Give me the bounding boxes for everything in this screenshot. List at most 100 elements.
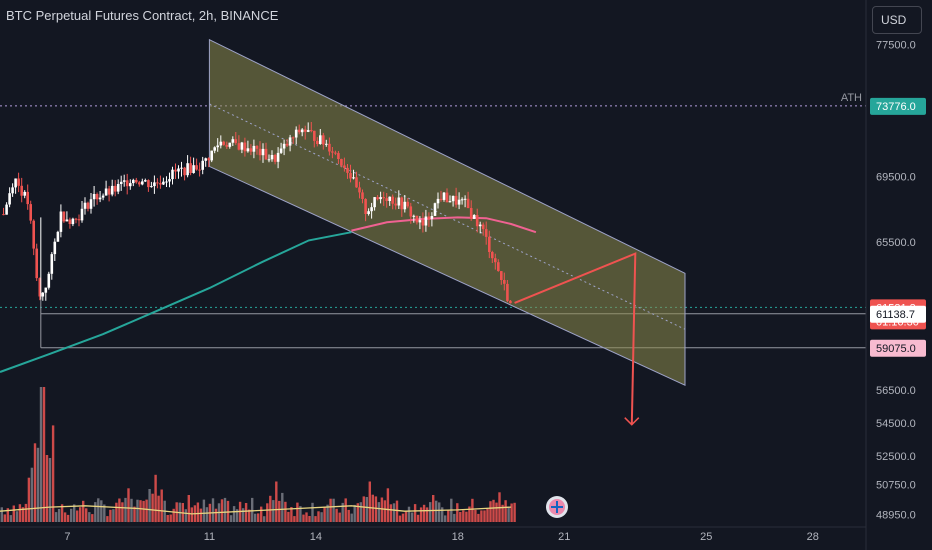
candle-body bbox=[159, 183, 162, 185]
candle-body bbox=[23, 191, 26, 196]
volume-bar bbox=[24, 503, 28, 522]
chart-title: BTC Perpetual Futures Contract, 2h, BINA… bbox=[6, 8, 279, 23]
volume-bar bbox=[344, 498, 347, 522]
volume-bar bbox=[501, 504, 504, 522]
candle-body bbox=[35, 248, 38, 279]
candle-body bbox=[47, 273, 51, 288]
volume-bar bbox=[187, 495, 190, 522]
volume-bar bbox=[398, 515, 402, 522]
volume-bar bbox=[495, 502, 498, 522]
volume-bar bbox=[145, 499, 148, 522]
volume-bar bbox=[374, 496, 378, 522]
volume-bar bbox=[248, 509, 251, 522]
volume-bar bbox=[70, 508, 73, 522]
volume-bar bbox=[21, 507, 25, 522]
volume-bar bbox=[130, 498, 133, 522]
candle-body bbox=[11, 187, 14, 194]
candle-body bbox=[150, 186, 153, 188]
candle-body bbox=[427, 216, 431, 219]
volume-bar bbox=[85, 508, 88, 522]
time-tick-label: 7 bbox=[64, 531, 70, 543]
volume-bar bbox=[338, 512, 341, 522]
candle-body bbox=[382, 197, 385, 199]
volume-bar bbox=[311, 502, 314, 522]
time-tick-label: 25 bbox=[700, 531, 712, 543]
candle-body bbox=[412, 215, 416, 217]
volume-bar bbox=[36, 447, 40, 523]
candle-body bbox=[56, 231, 60, 242]
candle-body bbox=[2, 214, 5, 216]
candle-body bbox=[71, 218, 75, 225]
candle-body bbox=[246, 148, 250, 152]
candle-body bbox=[165, 181, 168, 183]
candle-body bbox=[44, 287, 48, 293]
candle-body bbox=[276, 152, 280, 162]
candle-body bbox=[424, 216, 428, 226]
volume-bar bbox=[257, 513, 260, 522]
volume-bar bbox=[48, 458, 52, 522]
tradingview-logo-icon[interactable] bbox=[546, 496, 568, 518]
candle-body bbox=[122, 180, 126, 182]
candle-body bbox=[403, 201, 407, 210]
candle-body bbox=[240, 142, 244, 150]
down-arrow-icon bbox=[624, 417, 640, 426]
descending-channel[interactable] bbox=[208, 38, 686, 386]
volume-bar bbox=[3, 514, 6, 522]
projection-path bbox=[514, 252, 637, 425]
volume-bar bbox=[510, 503, 513, 522]
volume-bar bbox=[305, 512, 308, 522]
volume-bar bbox=[139, 500, 142, 522]
volume-bar bbox=[474, 509, 477, 522]
candle-body bbox=[448, 201, 452, 203]
volume-bar bbox=[287, 511, 290, 522]
volume-bar bbox=[395, 500, 399, 522]
volume-bar bbox=[278, 500, 281, 522]
candles bbox=[2, 122, 512, 304]
volume-bar bbox=[18, 504, 22, 522]
candle-body bbox=[303, 129, 307, 132]
candle-body bbox=[231, 139, 235, 143]
volume-bar bbox=[459, 512, 462, 522]
volume-bar bbox=[389, 504, 393, 522]
currency-button[interactable]: USD bbox=[872, 6, 922, 34]
volume-bar bbox=[6, 508, 9, 522]
candle-body bbox=[116, 184, 120, 192]
candle-body bbox=[255, 145, 259, 149]
candle-body bbox=[144, 180, 147, 182]
volume-bar bbox=[507, 506, 510, 522]
candle-body bbox=[394, 203, 397, 206]
volume-bar bbox=[386, 488, 390, 523]
price-tick-label: 54500.0 bbox=[876, 418, 916, 430]
volume-bar bbox=[377, 502, 381, 522]
volume-bar bbox=[232, 506, 236, 522]
volume-bar bbox=[435, 500, 438, 522]
candle-body bbox=[439, 198, 443, 200]
volume-bar bbox=[335, 508, 338, 522]
price-tick-label: 48950.0 bbox=[876, 509, 916, 521]
volume-bar bbox=[124, 497, 127, 522]
candle-body bbox=[316, 140, 319, 144]
price-tick-label: 77500.0 bbox=[876, 40, 916, 52]
candle-body bbox=[325, 143, 328, 145]
volume-bar bbox=[416, 514, 420, 522]
price-axis[interactable]: 77500.0 69500.0 65500.0 56500.0 54500.0 52500… bbox=[865, 0, 932, 550]
candle-body bbox=[472, 215, 476, 219]
candle-body bbox=[279, 148, 283, 153]
volume-bar bbox=[483, 510, 486, 522]
candle-body bbox=[89, 199, 93, 209]
candle-body bbox=[481, 224, 485, 230]
volume-bar bbox=[284, 501, 287, 522]
volume-bar bbox=[223, 497, 227, 522]
time-axis[interactable]: 7 11 14 18 21 25 28 bbox=[0, 526, 866, 543]
candle-body bbox=[421, 220, 425, 226]
candle-body bbox=[358, 187, 361, 193]
volume-bar bbox=[407, 506, 411, 522]
projection-drawing[interactable] bbox=[514, 252, 640, 426]
volume-bar bbox=[462, 510, 465, 522]
candle-body bbox=[110, 185, 114, 195]
volume-bar bbox=[492, 499, 495, 522]
candle-body bbox=[267, 159, 271, 161]
candle-body bbox=[216, 145, 219, 148]
volume-bar bbox=[392, 503, 396, 522]
